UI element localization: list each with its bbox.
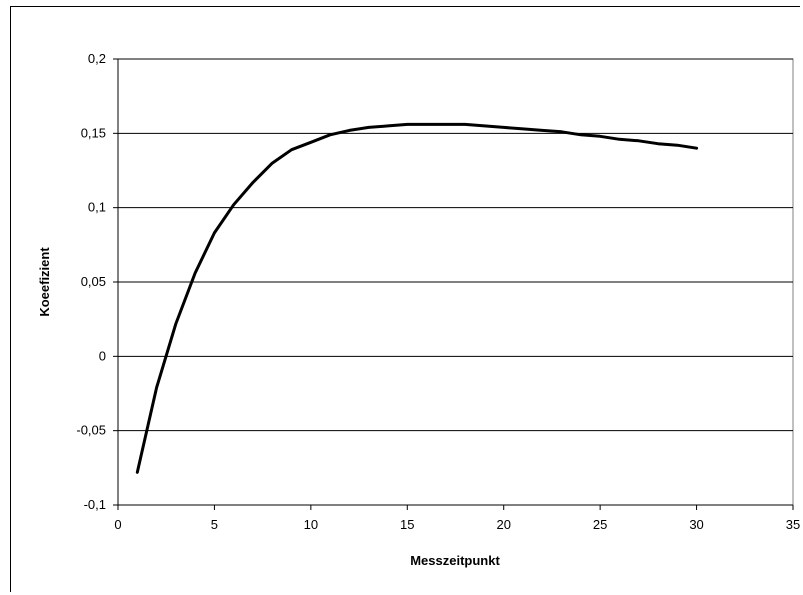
y-tick-label: -0,1: [84, 497, 106, 512]
y-tick-label: -0,05: [76, 423, 106, 438]
x-tick-label: 15: [400, 517, 414, 532]
x-tick-labels: 0 5 10 15 20 25 30 35: [114, 517, 800, 532]
axes: [117, 59, 793, 506]
x-axis-title: Messzeitpunkt: [410, 553, 500, 568]
x-tick-label: 30: [689, 517, 703, 532]
x-tick-label: 5: [211, 517, 218, 532]
y-tick-label: 0: [99, 348, 106, 363]
x-tick-label: 0: [114, 517, 121, 532]
y-axis-title: Koeefizient: [37, 247, 52, 317]
y-tick-label: 0,15: [81, 125, 106, 140]
gridlines: [113, 58, 794, 510]
chart-frame: [10, 6, 800, 592]
series-lines: [135, 122, 699, 474]
x-tick-label: 35: [786, 517, 800, 532]
series-line: [135, 122, 699, 474]
y-tick-labels: -0,1 -0,05 0 0,05 0,1 0,15 0,2: [76, 51, 106, 512]
y-tick-label: 0,2: [88, 51, 106, 66]
x-tick-label: 25: [593, 517, 607, 532]
y-tick-label: 0,05: [81, 274, 106, 289]
y-tick-label: 0,1: [88, 200, 106, 215]
x-tick-label: 20: [496, 517, 510, 532]
x-tick-label: 10: [304, 517, 318, 532]
